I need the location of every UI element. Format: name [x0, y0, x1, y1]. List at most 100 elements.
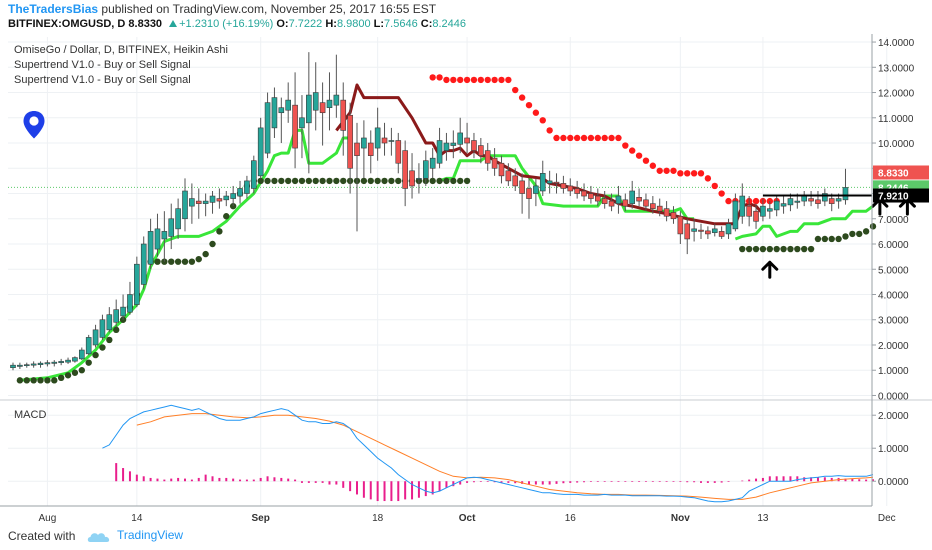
signal-dot-down [429, 74, 436, 81]
signal-dot-up [85, 359, 92, 366]
candle [381, 122, 388, 156]
candle-body [773, 200, 780, 211]
high-label: H: [325, 18, 337, 30]
candle-body [753, 210, 759, 222]
candle-body [65, 359, 71, 363]
candle [746, 196, 752, 227]
candle [553, 173, 560, 194]
low-value: 7.5646 [384, 18, 418, 30]
candle [85, 334, 92, 356]
candle [106, 307, 113, 333]
candle-body [127, 294, 133, 313]
x-tick-label: Nov [671, 513, 690, 524]
legend-indicator-1[interactable]: Supertrend V1.0 - Buy or Sell Signal [14, 59, 191, 71]
candle [505, 163, 512, 186]
candle [395, 132, 402, 174]
signal-dot-down [532, 109, 540, 116]
up-triangle-icon [169, 20, 178, 27]
candle [223, 190, 230, 207]
candle [684, 218, 691, 255]
candle [17, 362, 23, 369]
candle-body [361, 137, 367, 149]
map-pin-icon[interactable] [22, 110, 46, 140]
candle-body [567, 185, 574, 192]
candle-body [436, 140, 443, 164]
signal-dot-down [436, 74, 443, 81]
candle [808, 190, 814, 207]
x-tick-label: Aug [39, 513, 57, 524]
candle [766, 201, 773, 219]
candle-body [794, 200, 801, 203]
candle [780, 196, 787, 214]
candle-body [44, 362, 51, 365]
y-tick-label: 5.0000 [878, 265, 909, 276]
signal-dot-down [649, 162, 657, 169]
signal-dot-up [278, 177, 285, 185]
candle-body [140, 243, 147, 285]
symbol-label[interactable]: BITFINEX:OMGUSD, D [8, 18, 126, 30]
up-arrow-icon [761, 260, 779, 279]
signal-dot-down [594, 134, 601, 142]
candle-body [134, 263, 140, 305]
macd-y-tick-label: 2.0000 [878, 411, 909, 422]
candle-body [801, 195, 808, 202]
candle [402, 140, 408, 207]
candle [299, 95, 305, 159]
signal-dot-up [92, 351, 99, 359]
candle [422, 150, 429, 186]
candle [347, 102, 353, 194]
candle [622, 193, 629, 212]
candle-body [725, 223, 732, 235]
signal-dot-up [450, 177, 457, 185]
signal-dot-up [374, 177, 381, 185]
candle [44, 360, 51, 367]
candle-body [416, 178, 422, 180]
signal-dot-down [491, 76, 498, 84]
supertrend-up-line [19, 128, 351, 382]
candle-body [154, 228, 161, 250]
signal-dot-up [849, 230, 856, 238]
candle-body [23, 364, 30, 366]
signal-dot-up [223, 213, 230, 220]
signal-dot-up [64, 372, 72, 379]
candle-body [312, 92, 319, 111]
y-tick-label: 14.0000 [878, 38, 915, 49]
candle [202, 193, 209, 217]
signal-dot-down [525, 101, 533, 109]
tradingview-brand-link[interactable]: TradingView [117, 528, 184, 542]
macd-y-tick-label: 1.0000 [878, 444, 909, 455]
candle [739, 183, 746, 224]
candle [168, 203, 175, 250]
y-tick-label: 10.0000 [878, 139, 915, 150]
candle-body [251, 160, 257, 189]
signal-dot-down [690, 170, 698, 177]
signal-dot-up [835, 235, 842, 243]
candle [65, 357, 71, 364]
signal-dot-up [821, 235, 829, 243]
signal-dot-down [573, 134, 581, 142]
candle [333, 54, 340, 118]
candle [581, 183, 587, 202]
signal-dot-down [622, 142, 629, 149]
candle-body [842, 187, 849, 201]
y-tick-label: 3.0000 [878, 316, 909, 327]
signal-dot-down [518, 94, 526, 101]
candle-body [684, 223, 691, 240]
legend-indicator-2[interactable]: Supertrend V1.0 - Buy or Sell Signal [14, 74, 191, 86]
chart-canvas[interactable]: 0.0000 1.0000 2.0000 3.0000 4.0000 5.0000 6.00… [0, 34, 932, 524]
candle [120, 294, 126, 320]
signal-dot-down [704, 175, 712, 182]
signal-dot-down [443, 76, 450, 84]
candle-body [333, 94, 340, 106]
candle-body [670, 212, 677, 220]
candle-body [828, 198, 835, 204]
candle [292, 72, 298, 169]
signal-dot-up [388, 177, 395, 185]
candle-body [299, 117, 305, 129]
candle-body [663, 208, 670, 217]
candle [319, 82, 326, 146]
signal-dot-up [154, 258, 161, 265]
candle-body [711, 228, 718, 233]
author-link[interactable]: TheTradersBias [8, 2, 99, 16]
last-price: 8.8330 [128, 18, 163, 30]
